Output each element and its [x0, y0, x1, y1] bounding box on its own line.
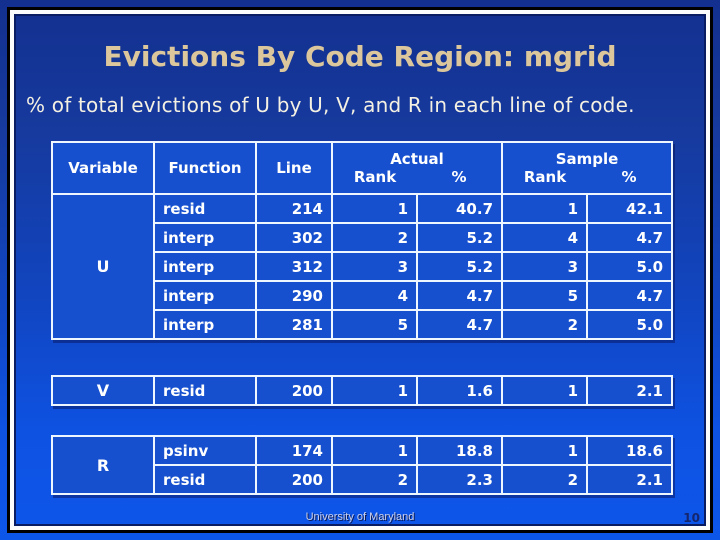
- cell-function: resid: [153, 193, 257, 224]
- subtitle: % of total evictions of U by U, V, and R…: [26, 93, 635, 117]
- cell-actual-pct: 1.6: [416, 375, 503, 406]
- cell-line: 214: [255, 193, 333, 224]
- cell-line: 200: [255, 375, 333, 406]
- cell-actual-pct: 5.2: [415, 222, 504, 253]
- cell-function: interp: [153, 309, 257, 340]
- cell-line: 290: [255, 280, 333, 311]
- cell-actual-pct: 4.7: [415, 280, 504, 311]
- cell-actual-pct: 2.3: [416, 464, 503, 495]
- header-sample-percent: %: [621, 168, 637, 186]
- footer-text: University of Maryland: [305, 511, 415, 523]
- header-actual-group: Actual Rank %: [330, 141, 504, 195]
- table-row: U resid 214 1 40.7 1 42.1: [51, 193, 674, 340]
- cell-function: interp: [153, 280, 257, 311]
- header-sample-label: Sample: [555, 150, 619, 168]
- cell-actual-rank: 1: [331, 193, 418, 224]
- cell-sample-pct: 2.1: [586, 464, 673, 495]
- cell-sample-rank: 2: [501, 464, 588, 495]
- cell-sample-pct: 18.6: [586, 435, 673, 466]
- cell-sample-rank: 1: [501, 435, 588, 466]
- header-variable: Variable: [51, 141, 155, 195]
- table-row: interp 312 3 5.2 3 5.0: [52, 251, 674, 282]
- cell-line: 312: [255, 251, 333, 282]
- cell-actual-rank: 5: [331, 309, 418, 340]
- cell-sample-rank: 3: [501, 251, 589, 282]
- cell-sample-pct: 2.1: [586, 375, 673, 406]
- evictions-table-v: V resid 200 1 1.6 1 2.1: [51, 375, 673, 406]
- header-function: Function: [153, 141, 257, 195]
- cell-function: interp: [153, 222, 257, 253]
- table-row: resid 200 2 2.3 2 2.1: [52, 464, 673, 495]
- cell-variable: U: [51, 193, 155, 340]
- header-sample-group: Sample Rank %: [501, 141, 674, 195]
- cell-actual-pct: 4.7: [415, 309, 504, 340]
- cell-sample-pct: 5.0: [586, 251, 674, 282]
- cell-sample-rank: 1: [501, 193, 589, 224]
- cell-line: 200: [255, 464, 333, 495]
- header-actual-label: Actual: [390, 150, 444, 168]
- cell-sample-pct: 4.7: [586, 280, 674, 311]
- page-number: 10: [683, 511, 700, 525]
- cell-actual-pct: 40.7: [415, 193, 504, 224]
- cell-sample-rank: 2: [501, 309, 589, 340]
- cell-actual-rank: 2: [331, 464, 418, 495]
- cell-actual-pct: 18.8: [416, 435, 503, 466]
- table-row: interp 302 2 5.2 4 4.7: [52, 222, 674, 253]
- header-actual-sublabels: Rank %: [334, 168, 500, 189]
- evictions-table-u: Variable Function Line Actual Rank % Sam…: [51, 141, 674, 340]
- cell-function: psinv: [153, 435, 257, 466]
- cell-actual-rank: 2: [331, 222, 418, 253]
- cell-sample-rank: 4: [501, 222, 589, 253]
- cell-sample-pct: 5.0: [586, 309, 674, 340]
- page-title: Evictions By Code Region: mgrid: [103, 40, 617, 73]
- table-header-row: Variable Function Line Actual Rank % Sam…: [51, 141, 674, 195]
- cell-actual-pct: 5.2: [415, 251, 504, 282]
- cell-function: interp: [153, 251, 257, 282]
- header-sample-sublabels: Rank %: [504, 168, 670, 189]
- cell-sample-rank: 5: [501, 280, 589, 311]
- evictions-table-r: R psinv 174 1 18.8 1 18.6 resid 200 2 2.…: [51, 435, 673, 495]
- cell-line: 174: [255, 435, 333, 466]
- cell-line: 302: [255, 222, 333, 253]
- cell-function: resid: [153, 375, 257, 406]
- table-row: interp 281 5 4.7 2 5.0: [52, 309, 674, 340]
- header-actual-percent: %: [451, 168, 467, 186]
- table-row: R psinv 174 1 18.8 1 18.6: [51, 435, 673, 495]
- header-actual-rank: Rank: [353, 168, 397, 186]
- cell-line: 281: [255, 309, 333, 340]
- table-row: interp 290 4 4.7 5 4.7: [52, 280, 674, 311]
- cell-variable: R: [51, 435, 155, 495]
- cell-function: resid: [153, 464, 257, 495]
- header-line: Line: [255, 141, 333, 195]
- cell-sample-pct: 42.1: [586, 193, 674, 224]
- cell-variable: V: [51, 375, 155, 406]
- cell-sample-pct: 4.7: [586, 222, 674, 253]
- table-row: V resid 200 1 1.6 1 2.1: [51, 375, 673, 406]
- header-sample-rank: Rank: [523, 168, 567, 186]
- cell-actual-rank: 3: [331, 251, 418, 282]
- cell-actual-rank: 4: [331, 280, 418, 311]
- cell-sample-rank: 1: [501, 375, 588, 406]
- cell-actual-rank: 1: [331, 435, 418, 466]
- cell-actual-rank: 1: [331, 375, 418, 406]
